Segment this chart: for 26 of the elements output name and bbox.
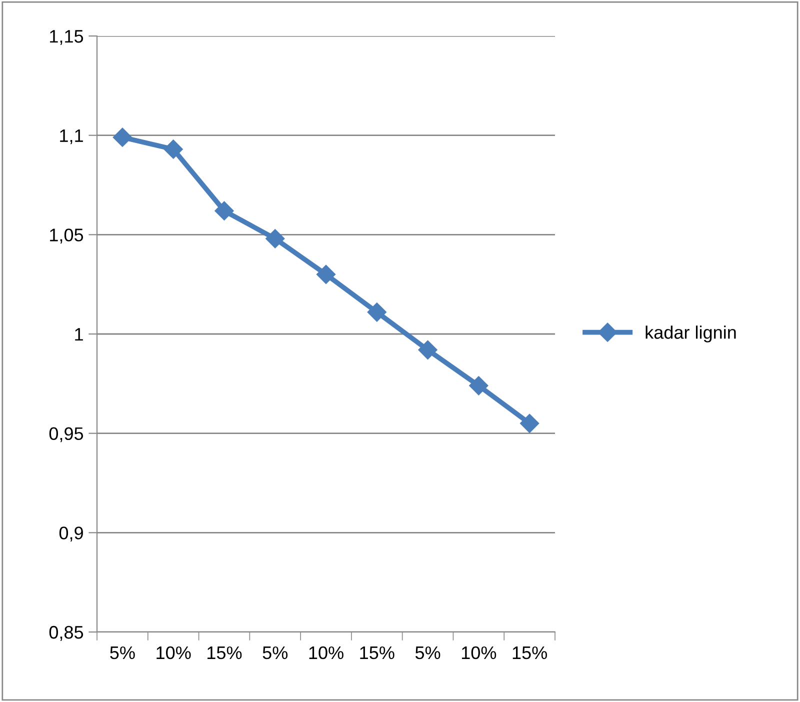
- point: [266, 229, 285, 248]
- y-tick-label: 1,05: [50, 228, 84, 244]
- x-tick-label: 15%: [208, 646, 242, 660]
- y-tick-label: 1,15: [50, 30, 84, 45]
- legend-label: kadar lignin: [646, 326, 736, 342]
- x-tick-label: 10%: [156, 646, 191, 660]
- point: [112, 128, 132, 147]
- point: [214, 201, 234, 220]
- y-tick-label: 0,9: [59, 526, 83, 542]
- x-tick-label: 5%: [110, 646, 135, 660]
- x-tick-label: 15%: [512, 646, 547, 660]
- x-tick-label: 5%: [262, 646, 288, 660]
- y-tick-label: 0,85: [49, 626, 84, 641]
- x-tick-label: 10%: [462, 646, 496, 660]
- y-tick-label: 1,1: [60, 129, 83, 144]
- x-tick-label: 10%: [309, 646, 344, 660]
- y-tick-label: 1: [75, 328, 83, 341]
- point: [469, 376, 488, 396]
- y-tick-label: 0,95: [49, 427, 84, 442]
- point: [520, 414, 540, 433]
- point: [367, 302, 386, 322]
- x-tick-label: 15%: [360, 646, 394, 660]
- point: [418, 340, 438, 360]
- point: [164, 140, 183, 159]
- point: [316, 264, 336, 284]
- x-tick-label: 5%: [415, 646, 440, 660]
